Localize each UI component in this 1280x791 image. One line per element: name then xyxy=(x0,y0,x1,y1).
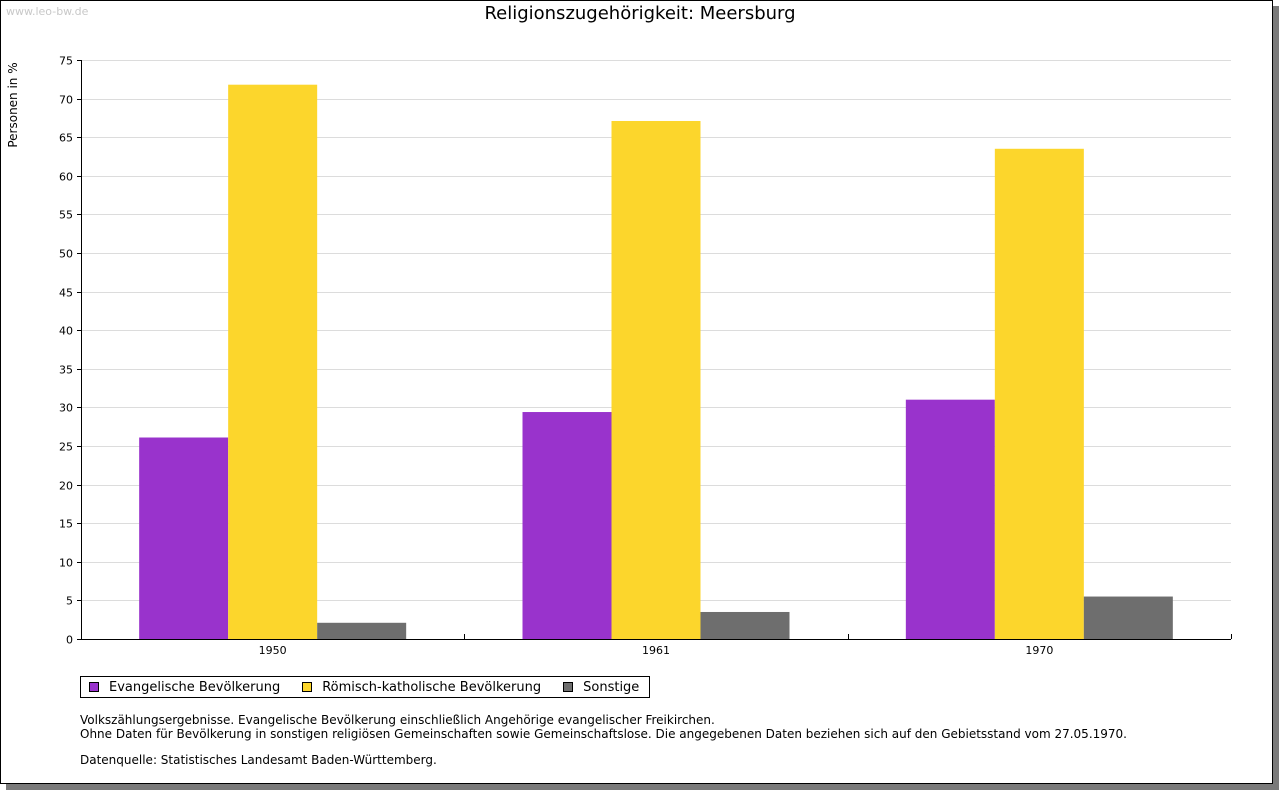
y-tick-label: 5 xyxy=(66,595,73,608)
legend-swatch xyxy=(302,682,313,692)
y-tick-label: 55 xyxy=(59,209,73,222)
legend: Evangelische Bevölkerung Römisch-katholis… xyxy=(80,676,651,698)
bar-r-misch-katholische-bev-lkerung-1950 xyxy=(228,84,318,640)
x-tick-label: 1970 xyxy=(1025,644,1053,657)
bar-sonstige-1961 xyxy=(700,611,790,639)
legend-swatch xyxy=(563,682,574,692)
y-tick-label: 35 xyxy=(59,364,73,377)
bar-r-misch-katholische-bev-lkerung-1970 xyxy=(994,148,1084,639)
x-tick-label: 1950 xyxy=(259,644,287,657)
bar-evangelische-bev-lkerung-1961 xyxy=(522,412,612,639)
y-tick-label: 30 xyxy=(59,402,73,415)
watermark: www.leo-bw.de xyxy=(6,5,89,18)
footnote-line-2: Ohne Daten für Bevölkerung in sonstigen … xyxy=(80,727,1127,741)
bar-evangelische-bev-lkerung-1950 xyxy=(139,437,229,639)
y-tick-label: 15 xyxy=(59,518,73,531)
legend-label: Sonstige xyxy=(583,679,640,695)
y-tick-label: 75 xyxy=(59,55,73,68)
y-tick-label: 45 xyxy=(59,287,73,300)
frame-shadow-bottom xyxy=(6,784,1279,790)
y-tick-label: 70 xyxy=(59,94,73,107)
legend-item: Sonstige xyxy=(563,680,639,695)
bar-r-misch-katholische-bev-lkerung-1961 xyxy=(611,120,701,640)
legend-item: Evangelische Bevölkerung xyxy=(89,680,280,695)
frame-shadow-right xyxy=(1273,6,1279,790)
y-tick-label: 40 xyxy=(59,325,73,338)
y-tick-label: 20 xyxy=(59,480,73,493)
y-tick-label: 50 xyxy=(59,248,73,261)
y-tick-label: 60 xyxy=(59,171,73,184)
footnotes: Volkszählungsergebnisse. Evangelische Be… xyxy=(80,713,1127,767)
y-tick-label: 65 xyxy=(59,132,73,145)
chart-title: Religionszugehörigkeit: Meersburg xyxy=(484,3,796,24)
footnote-line-1: Volkszählungsergebnisse. Evangelische Be… xyxy=(80,713,715,727)
y-tick-label: 0 xyxy=(66,634,73,647)
legend-label: Römisch-katholische Bevölkerung xyxy=(322,679,542,695)
x-tick-label: 1961 xyxy=(642,644,670,657)
data-source: Datenquelle: Statistisches Landesamt Bad… xyxy=(80,753,437,767)
bar-sonstige-1950 xyxy=(317,622,407,639)
y-tick-label: 25 xyxy=(59,441,73,454)
legend-label: Evangelische Bevölkerung xyxy=(109,679,281,695)
legend-item: Römisch-katholische Bevölkerung xyxy=(302,680,541,695)
legend-swatch xyxy=(89,682,99,692)
y-tick-label: 10 xyxy=(59,557,73,570)
bar-evangelische-bev-lkerung-1970 xyxy=(905,399,995,639)
bar-sonstige-1970 xyxy=(1083,596,1173,639)
